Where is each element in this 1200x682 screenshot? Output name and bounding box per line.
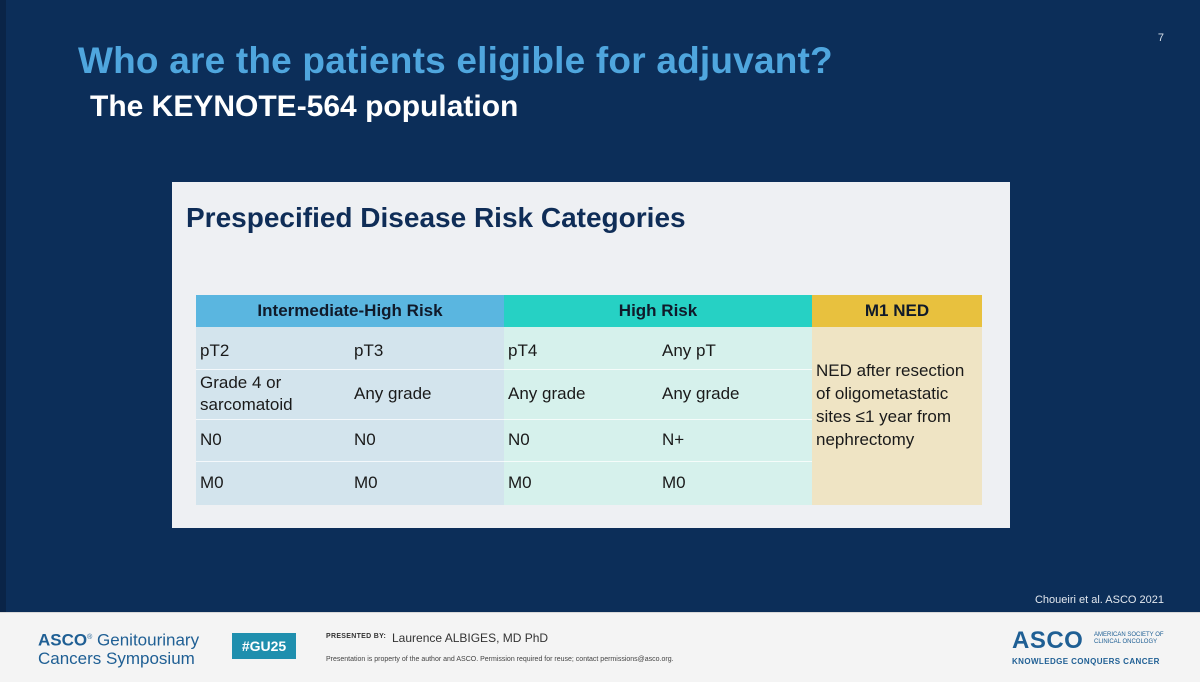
presenter-name: Laurence ALBIGES, MD PhD [392, 631, 549, 645]
table-cell: M0 [354, 473, 378, 492]
symposium-brand: ASCO [38, 630, 88, 650]
slide-subtitle: The KEYNOTE-564 population [90, 90, 519, 123]
table-cell: Grade 4 or sarcomatoid [200, 373, 293, 414]
intermediate-high-column [196, 327, 504, 505]
symposium-logo: ASCO® Genitourinary Cancers Symposium [38, 630, 200, 668]
hashtag-badge: #GU25 [232, 633, 296, 659]
header-intermediate-high: Intermediate-High Risk [196, 295, 504, 327]
high-risk-column [504, 327, 812, 505]
table-cell: Any grade [662, 384, 740, 403]
table-cell: M0 [200, 473, 224, 492]
asco-logo: ASCO AMERICAN SOCIETY OF CLINICAL ONCOLO… [1012, 627, 1188, 673]
citation: Choueiri et al. ASCO 2021 [1034, 594, 1164, 606]
panel-title: Prespecified Disease Risk Categories [186, 202, 686, 233]
row-divider [196, 419, 812, 420]
m1-ned-description: NED after resection of oligometastatic s… [816, 361, 965, 449]
presented-by-label: PRESENTED BY: [326, 633, 387, 640]
table-cell: Any grade [354, 384, 432, 403]
table-cell: pT2 [200, 341, 230, 360]
table-cell: pT3 [354, 341, 384, 360]
asco-wordmark: ASCO [1012, 627, 1084, 654]
table-cell: N0 [200, 430, 222, 449]
asco-society-name: AMERICAN SOCIETY OF CLINICAL ONCOLOGY [1094, 632, 1164, 645]
table-cell: M0 [508, 473, 532, 492]
risk-table: Intermediate-High Risk High Risk M1 NED … [196, 295, 982, 505]
slide-edge [0, 0, 6, 612]
row-divider [196, 461, 812, 462]
m1-ned-column [812, 327, 982, 505]
slide-title: Who are the patients eligible for adjuva… [78, 40, 833, 81]
table-cell: N+ [662, 430, 685, 449]
footer: ASCO® Genitourinary Cancers Symposium #G… [0, 612, 1200, 682]
table-cell: Any grade [508, 384, 586, 403]
slide-number: 7 [1157, 32, 1164, 44]
risk-categories-panel: Prespecified Disease Risk Categories Int… [172, 182, 1010, 528]
disclaimer: Presentation is property of the author a… [326, 656, 674, 663]
table-cell: pT4 [508, 341, 538, 360]
table-cell: M0 [662, 473, 686, 492]
header-high-risk: High Risk [504, 295, 812, 327]
slide: 7 Who are the patients eligible for adju… [0, 0, 1164, 612]
header-m1-ned: M1 NED [812, 295, 982, 327]
symposium-name-line2: Cancers Symposium [38, 648, 195, 668]
table-cell: N0 [508, 430, 530, 449]
table-cell: Any pT [662, 341, 716, 360]
table-cell: N0 [354, 430, 376, 449]
asco-tagline: KNOWLEDGE CONQUERS CANCER [1012, 657, 1160, 666]
symposium-name-line1: Genitourinary [97, 630, 200, 650]
row-divider [196, 369, 812, 370]
